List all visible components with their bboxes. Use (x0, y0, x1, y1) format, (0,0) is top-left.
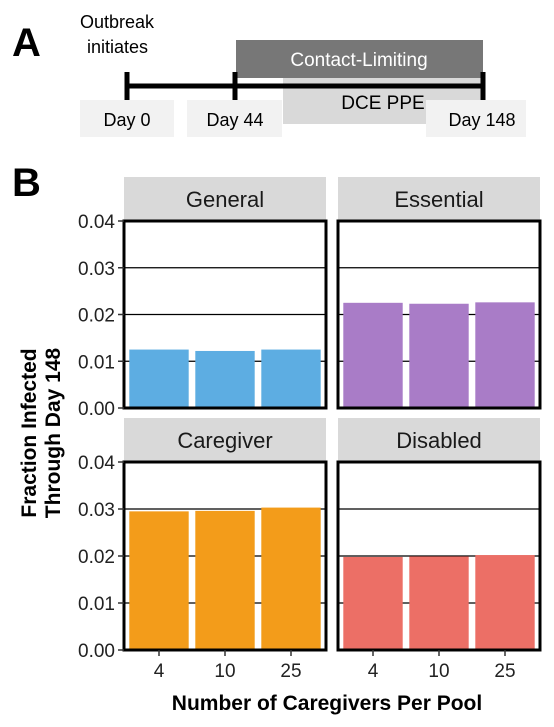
facet-strip-label-essential: Essential (394, 187, 483, 212)
bar-general-25 (261, 349, 321, 408)
facet-strip-caregiver (124, 418, 326, 461)
y-tick-label-general-0: 0.00 (78, 399, 115, 420)
facet-strip-label-general: General (186, 187, 264, 212)
outbreak-label-line2: initiates (87, 37, 148, 57)
bar-essential-4 (343, 302, 403, 408)
x-tick-label-caregiver-10: 10 (214, 661, 235, 682)
x-tick-label-caregiver-25: 25 (280, 661, 301, 682)
day148-box (426, 100, 526, 137)
panel-a-letter: A (12, 21, 41, 65)
bar-caregiver-10 (195, 510, 255, 650)
y-tick-label-general-4: 0.04 (78, 212, 115, 233)
y-axis-title-line2: Through Day 148 (42, 347, 65, 518)
y-tick-label-general-3: 0.03 (78, 259, 115, 280)
facet-chart: General 0.00 0.01 0.02 0.03 0.04 Essential Care… (78, 177, 542, 682)
panel-b-letter: B (12, 161, 41, 205)
bar-general-4 (129, 349, 189, 408)
bar-essential-25 (475, 302, 535, 408)
bar-caregiver-4 (129, 511, 189, 650)
facet-strip-general (124, 177, 326, 220)
day0-box (80, 100, 174, 137)
y-tick-label-caregiver-2: 0.02 (78, 547, 115, 568)
y-tick-label-caregiver-4: 0.04 (78, 453, 115, 474)
y-tick-label-general-1: 0.01 (78, 352, 115, 373)
facet-strip-label-caregiver: Caregiver (177, 428, 272, 453)
bar-general-10 (195, 350, 255, 408)
day0-label: Day 0 (103, 110, 150, 130)
y-tick-label-caregiver-1: 0.01 (78, 594, 115, 615)
facet-panel-border-essential (336, 219, 542, 410)
facet-strip-label-disabled: Disabled (396, 428, 482, 453)
bar-caregiver-25 (261, 507, 321, 650)
x-tick-label-disabled-4: 4 (368, 661, 379, 682)
facet-strip-essential (338, 177, 540, 220)
x-tick-label-disabled-25: 25 (494, 661, 515, 682)
bar-essential-10 (409, 303, 469, 408)
contact-limiting-band (236, 40, 483, 78)
bar-disabled-4 (343, 556, 403, 650)
x-tick-label-disabled-10: 10 (428, 661, 449, 682)
y-tick-label-caregiver-0: 0.00 (78, 641, 115, 662)
x-axis-title: Number of Caregivers Per Pool (172, 692, 482, 715)
day44-label: Day 44 (206, 110, 263, 130)
contact-limiting-label: Contact-Limiting (290, 50, 427, 71)
bar-disabled-10 (409, 556, 469, 650)
y-tick-label-general-2: 0.02 (78, 306, 115, 327)
x-tick-label-caregiver-4: 4 (154, 661, 165, 682)
y-axis-title-line1: Fraction Infected (18, 348, 41, 517)
day148-label: Day 148 (448, 110, 515, 130)
y-tick-label-caregiver-3: 0.03 (78, 500, 115, 521)
bar-disabled-25 (475, 555, 535, 650)
facet-strip-disabled (338, 418, 540, 461)
dce-ppe-label: DCE PPE (341, 93, 424, 114)
outbreak-label-line1: Outbreak (80, 12, 155, 32)
day44-box (187, 100, 282, 137)
